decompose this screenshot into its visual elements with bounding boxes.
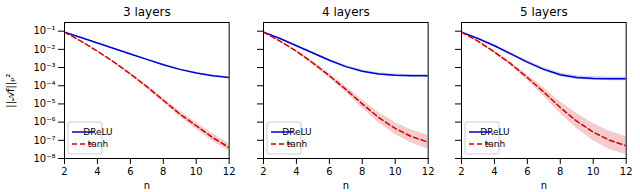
svg-text:n: n — [541, 180, 547, 191]
svg-text:4: 4 — [492, 166, 498, 177]
svg-text:n: n — [144, 180, 150, 191]
svg-text:tanh: tanh — [87, 139, 109, 150]
svg-text:3 layers: 3 layers — [123, 5, 171, 19]
svg-text:2: 2 — [459, 166, 465, 177]
svg-text:12: 12 — [223, 166, 236, 177]
svg-text:5 layers: 5 layers — [520, 5, 568, 19]
svg-text:10⁻⁶: 10⁻⁶ — [34, 116, 56, 127]
svg-text:4 layers: 4 layers — [322, 5, 370, 19]
svg-text:8: 8 — [557, 166, 563, 177]
svg-text:10: 10 — [389, 166, 402, 177]
svg-text:10⁻⁴: 10⁻⁴ — [34, 80, 56, 91]
svg-text:8: 8 — [160, 166, 166, 177]
svg-text:10⁻⁸: 10⁻⁸ — [34, 153, 56, 164]
svg-text:DReLU: DReLU — [83, 127, 113, 138]
svg-text:2: 2 — [61, 166, 67, 177]
svg-text:||𝒜f||ₚ²: ||𝒜f||ₚ² — [5, 73, 17, 107]
svg-text:DReLU: DReLU — [281, 127, 312, 138]
svg-text:tanh: tanh — [286, 139, 307, 150]
svg-text:4: 4 — [293, 166, 299, 177]
svg-text:10: 10 — [190, 166, 203, 177]
svg-text:tanh: tanh — [485, 139, 506, 150]
svg-text:12: 12 — [620, 166, 633, 177]
svg-text:10⁻¹: 10⁻¹ — [34, 25, 56, 36]
svg-text:12: 12 — [421, 166, 434, 177]
svg-text:6: 6 — [326, 166, 332, 177]
svg-text:6: 6 — [524, 166, 530, 177]
svg-text:n: n — [342, 180, 348, 191]
svg-text:10⁻³: 10⁻³ — [34, 62, 56, 73]
svg-text:4: 4 — [94, 166, 100, 177]
svg-text:10⁻⁵: 10⁻⁵ — [34, 98, 56, 109]
svg-text:10⁻⁷: 10⁻⁷ — [34, 135, 56, 146]
svg-text:8: 8 — [359, 166, 365, 177]
svg-text:2: 2 — [260, 166, 266, 177]
svg-text:10: 10 — [587, 166, 600, 177]
svg-text:DReLU: DReLU — [480, 127, 510, 138]
svg-text:10⁻²: 10⁻² — [34, 44, 56, 55]
svg-text:6: 6 — [127, 166, 133, 177]
